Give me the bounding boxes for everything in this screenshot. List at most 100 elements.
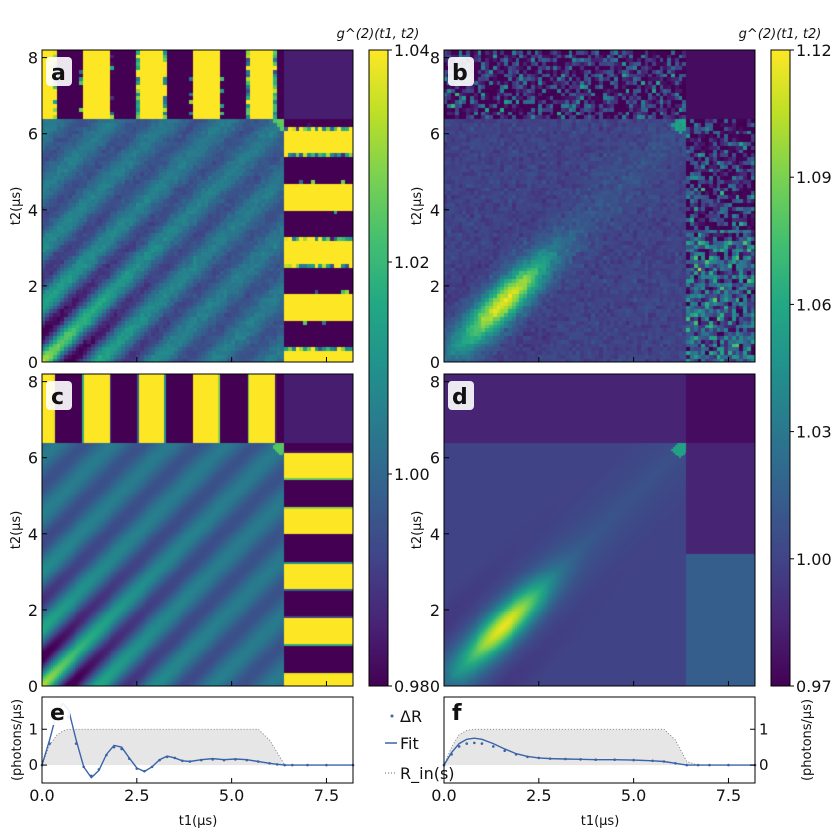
y-tick-label: 2 [430, 601, 440, 620]
panel-letter-f: f [452, 701, 462, 726]
data-point [613, 758, 616, 762]
lower-y-tick-label: 1 [28, 720, 38, 738]
legend: ΔR Fit R_in(s) [385, 707, 455, 784]
data-point [526, 755, 529, 759]
legend-item-fit: Fit [385, 734, 419, 753]
heatmap-a [42, 50, 353, 362]
colorbar-tick-label: 1.00 [394, 465, 430, 484]
colorbar-1-label: g^(2)(t1, t2) [337, 27, 420, 42]
data-point [245, 758, 249, 762]
data-point [480, 742, 484, 745]
data-point [234, 758, 237, 761]
data-point [537, 756, 541, 760]
data-point [127, 757, 131, 760]
x-tick-label: 7.5 [716, 786, 741, 805]
panel-letter-b: b [448, 57, 474, 86]
heatmap-c [42, 374, 353, 686]
colorbar-tick-label: 0.98 [394, 677, 430, 696]
data-point [181, 759, 184, 763]
data-point [579, 758, 582, 761]
colorbar-tick-label: 1.06 [796, 295, 831, 314]
data-point [325, 763, 328, 767]
data-point [685, 763, 689, 767]
panel-letter-d: d [448, 381, 474, 410]
y-tick-label: 2 [28, 601, 38, 620]
data-point [112, 745, 116, 749]
colorbar-tick-label: 1.00 [796, 550, 831, 569]
data-point [211, 758, 214, 761]
data-point [548, 757, 552, 760]
data-point [503, 749, 506, 753]
y-tick-label: 0 [28, 677, 38, 696]
data-point [97, 768, 101, 771]
panel-f: f [442, 696, 757, 784]
panel-letter-c: c [46, 381, 72, 410]
panel-b [443, 49, 756, 363]
svg-text:c: c [51, 385, 64, 410]
data-point [120, 747, 123, 751]
data-point [268, 761, 271, 765]
data-point [651, 759, 654, 763]
y-tick-label: 2 [28, 277, 38, 296]
colorbar-tick-label: 1.09 [796, 168, 831, 187]
panel-c [41, 373, 354, 687]
svg-text:ΔR: ΔR [400, 707, 422, 726]
lower-axis-ticks: 0.0 2.5 5.0 7.5 0 1 0.0 2.5 5.0 7.5 0 1 [28, 720, 768, 805]
data-point [594, 758, 598, 762]
y-tick-label: 8 [430, 373, 440, 392]
panel-d [443, 373, 756, 687]
series-r-in-line [41, 728, 353, 766]
data-point [173, 756, 177, 760]
series-r-in-line [443, 728, 755, 766]
y-tick-label: 6 [430, 125, 440, 144]
y-axis-label-d: t2(μs) [410, 511, 425, 550]
data-point [696, 763, 700, 767]
x-tick-label: 0.0 [29, 786, 54, 805]
legend-item-r-in: R_in(s) [385, 764, 455, 784]
data-point [632, 758, 635, 762]
heatmap-d [444, 374, 755, 686]
data-point [82, 765, 86, 769]
y-tick-label: 4 [28, 525, 38, 544]
lower-y-label-e: (photons/μs) [10, 699, 25, 781]
data-point [674, 761, 677, 765]
y-axis-label-c: t2(μs) [9, 511, 24, 550]
data-point [90, 774, 93, 778]
x-tick-label: 2.5 [526, 786, 551, 805]
lower-y-label-f: (photons/μs) [800, 699, 815, 781]
lower-y-tick-label: 0 [28, 756, 38, 774]
data-point [457, 745, 461, 748]
envelope-fill [42, 729, 353, 766]
data-point [465, 742, 469, 745]
colorbar-tick-label: 0.97 [796, 677, 831, 696]
data-point [291, 763, 294, 767]
data-point [662, 760, 666, 763]
colorbar-2-label: g^(2)(t1, t2) [739, 27, 822, 42]
colorbar-tick-label: 1.02 [394, 253, 430, 272]
svg-text:d: d [452, 385, 468, 410]
y-tick-label: 6 [430, 449, 440, 468]
y-tick-label: 4 [430, 525, 440, 544]
svg-text:a: a [51, 61, 66, 86]
data-point [450, 753, 453, 756]
x-tick-label: 7.5 [314, 786, 339, 805]
data-point [275, 763, 279, 766]
data-point [48, 742, 51, 745]
x-tick-label: 5.0 [621, 786, 646, 805]
data-point [188, 760, 192, 763]
data-point [256, 760, 260, 763]
data-point [514, 753, 518, 756]
colorbar-tick-label: 1.04 [394, 41, 430, 60]
panel-a [41, 49, 354, 363]
data-point [564, 757, 567, 761]
lower-y-tick-label: 0 [759, 756, 769, 774]
x-tick-label: 0.0 [431, 786, 456, 805]
panel-letter-e: e [50, 701, 65, 726]
y-axis-label-a: t2(μs) [9, 187, 24, 226]
svg-text:b: b [452, 61, 468, 86]
x-axis-label-e: t1(μs) [179, 814, 218, 829]
series-fit-line [41, 702, 353, 779]
colorbar-2: g^(2)(t1, t2) 0.97 1.00 1.03 1.06 1.09 1.12 [739, 27, 831, 696]
